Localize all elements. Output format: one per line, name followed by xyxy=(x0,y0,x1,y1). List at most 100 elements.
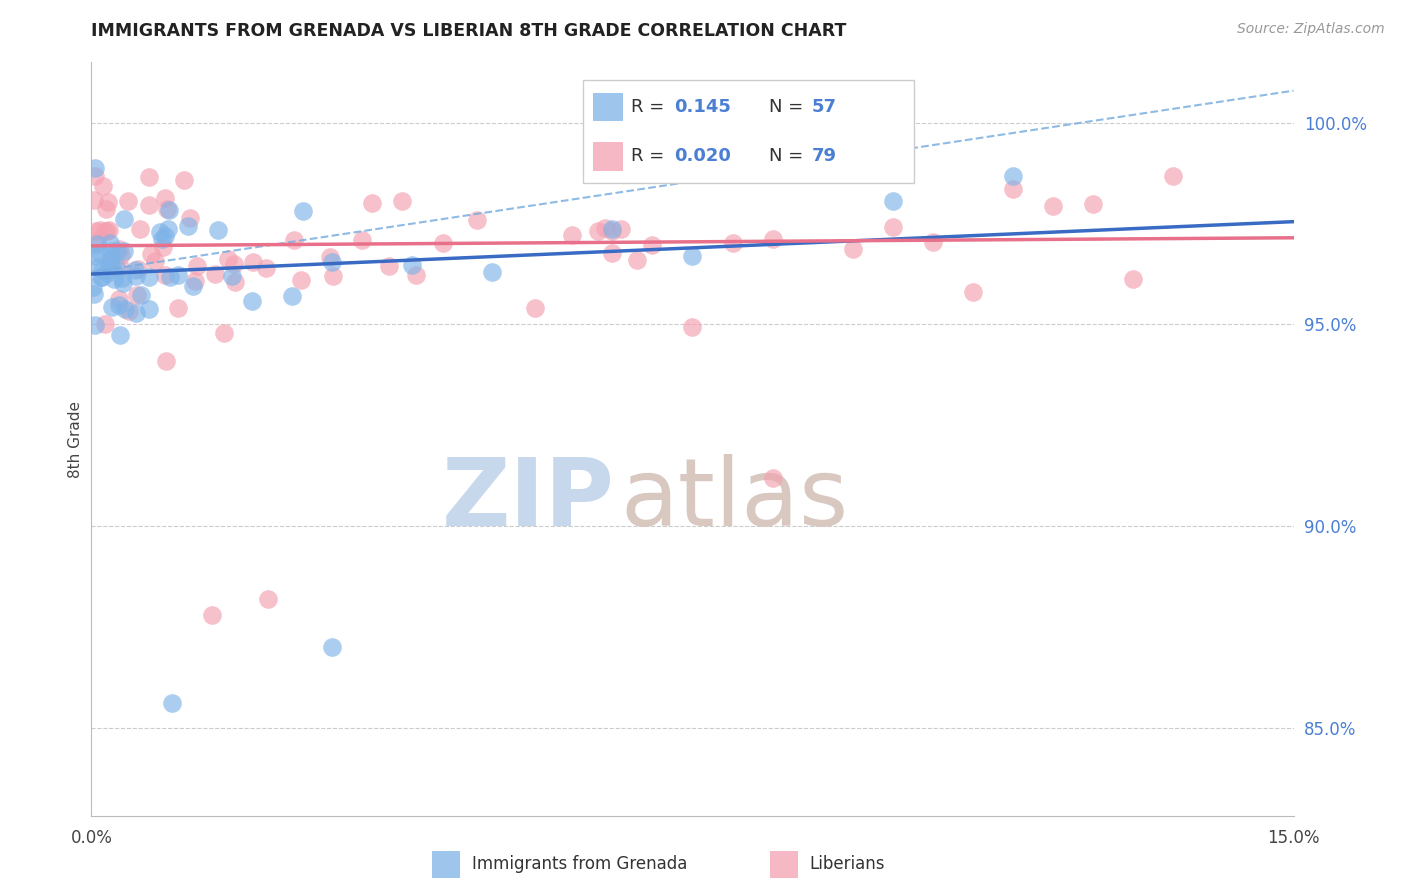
Point xyxy=(105,244,128,259)
Point xyxy=(87,260,110,275)
Point xyxy=(681,319,703,334)
Point xyxy=(84,169,107,184)
Point xyxy=(322,269,344,284)
Text: atlas: atlas xyxy=(620,454,849,546)
Point xyxy=(150,232,173,246)
Point xyxy=(96,266,118,280)
Point xyxy=(166,301,188,315)
Point xyxy=(681,248,703,262)
Point xyxy=(292,204,315,219)
Point xyxy=(124,262,146,277)
Point xyxy=(561,227,583,242)
Y-axis label: 8th Grade: 8th Grade xyxy=(67,401,83,478)
Point xyxy=(90,270,112,285)
Point xyxy=(391,194,413,208)
Point xyxy=(89,223,111,237)
Point xyxy=(1001,169,1024,184)
Text: Liberians: Liberians xyxy=(810,855,886,873)
Point xyxy=(117,194,139,208)
Point xyxy=(465,213,488,227)
Point xyxy=(160,696,183,710)
Point xyxy=(86,237,108,252)
Point xyxy=(1042,199,1064,213)
Point xyxy=(283,233,305,247)
Point xyxy=(481,265,503,279)
Point xyxy=(207,223,229,237)
Point xyxy=(138,301,160,316)
Point xyxy=(762,231,785,245)
Point xyxy=(108,292,131,306)
Point xyxy=(104,260,127,274)
Point xyxy=(256,591,278,606)
Text: ZIP: ZIP xyxy=(441,454,614,546)
Point xyxy=(204,267,226,281)
Point xyxy=(221,268,243,283)
Point xyxy=(159,269,181,284)
Point xyxy=(626,252,648,267)
Point xyxy=(100,252,122,267)
Point xyxy=(432,236,454,251)
Point xyxy=(129,222,152,236)
Point xyxy=(179,211,201,225)
Point xyxy=(153,268,176,283)
Point xyxy=(139,246,162,260)
Point xyxy=(167,268,190,282)
Point xyxy=(882,194,904,208)
Point xyxy=(762,470,785,484)
Point xyxy=(602,221,624,235)
Point xyxy=(1083,197,1105,211)
Point xyxy=(118,304,141,318)
Point xyxy=(114,244,136,258)
Text: N =: N = xyxy=(769,98,808,116)
Point xyxy=(290,273,312,287)
Point xyxy=(212,326,235,340)
Point xyxy=(181,278,204,293)
Text: IMMIGRANTS FROM GRENADA VS LIBERIAN 8TH GRADE CORRELATION CHART: IMMIGRANTS FROM GRENADA VS LIBERIAN 8TH … xyxy=(91,22,846,40)
Point xyxy=(143,253,166,268)
Point xyxy=(125,268,148,283)
Point xyxy=(242,255,264,269)
Point xyxy=(1001,182,1024,196)
Point xyxy=(110,248,132,262)
Point xyxy=(217,252,239,267)
Point xyxy=(201,607,224,622)
Point xyxy=(157,221,180,235)
Point xyxy=(94,223,117,237)
Point xyxy=(149,225,172,239)
Point xyxy=(124,306,146,320)
Point xyxy=(153,192,176,206)
Point xyxy=(361,195,384,210)
Point xyxy=(593,220,616,235)
Point xyxy=(841,242,863,256)
Point xyxy=(89,246,111,260)
Point xyxy=(321,255,343,269)
Point xyxy=(94,317,117,331)
Text: 79: 79 xyxy=(811,147,837,165)
Point xyxy=(319,251,342,265)
Point xyxy=(177,219,200,234)
Point xyxy=(152,240,174,254)
Point xyxy=(82,279,104,293)
Point xyxy=(641,238,664,252)
Text: Immigrants from Grenada: Immigrants from Grenada xyxy=(472,855,688,873)
Point xyxy=(100,251,122,265)
Point xyxy=(103,271,125,285)
Point xyxy=(127,261,149,276)
Point xyxy=(93,178,115,193)
Point xyxy=(254,261,277,276)
Point xyxy=(101,260,124,275)
Bar xyxy=(593,142,623,170)
Point xyxy=(240,293,263,308)
Point xyxy=(882,220,904,235)
Point xyxy=(129,288,152,302)
Point xyxy=(281,288,304,302)
Point xyxy=(600,245,623,260)
Point xyxy=(155,354,177,368)
Point xyxy=(184,274,207,288)
Point xyxy=(96,224,118,238)
Text: 0.145: 0.145 xyxy=(675,98,731,116)
Point xyxy=(157,203,180,218)
Point xyxy=(112,276,135,290)
Text: 57: 57 xyxy=(811,98,837,116)
Point xyxy=(153,229,176,244)
